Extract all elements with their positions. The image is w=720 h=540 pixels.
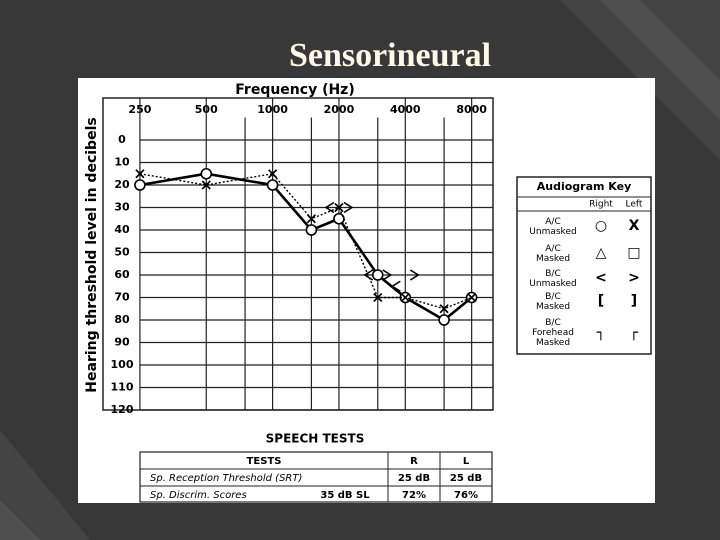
key-symbol: <	[595, 270, 607, 286]
y-tick-label: 30	[114, 201, 130, 214]
key-row-label-line: Masked	[536, 254, 570, 264]
key-row-label-line: Forehead	[532, 328, 574, 338]
key-frame	[516, 176, 652, 355]
key-title: Audiogram Key	[537, 180, 632, 193]
speech-left: 25 dB	[450, 473, 482, 484]
key-row-label: B/C Masked	[536, 292, 570, 312]
y-tick-label: 0	[118, 133, 126, 146]
key-symbol: ]	[631, 293, 637, 309]
speech-right: 25 dB	[398, 473, 430, 484]
y-tick-label: 60	[114, 268, 130, 281]
key-symbol: ┌	[630, 325, 639, 341]
key-symbol: >	[628, 270, 640, 286]
key-row-label-line: B/C	[545, 318, 561, 328]
marker-gt	[382, 269, 393, 281]
key-row-label-line: A/C	[545, 244, 560, 254]
marker-x	[334, 202, 344, 213]
key-row-label-line: B/C	[545, 292, 561, 302]
key-symbol: X	[629, 218, 640, 234]
key-row-label-line: Masked	[536, 338, 570, 348]
y-tick-label: 20	[114, 178, 130, 191]
key-column-header: Left	[626, 200, 643, 210]
speech-frame	[139, 451, 493, 503]
key-symbol: ┐	[597, 325, 605, 341]
marker-x	[306, 214, 316, 224]
key-row-label: A/C Masked	[536, 244, 570, 264]
key-symbol: □	[627, 245, 640, 261]
key-row-label: B/C Forehead Masked	[532, 318, 574, 348]
speech-title: SPEECH TESTS	[266, 432, 365, 446]
audiogram: Frequency (Hz) Hearing threshold level i…	[84, 82, 494, 416]
marker-x	[439, 304, 449, 314]
marker-lt	[390, 280, 401, 292]
key-row-label-line: B/C	[545, 269, 561, 279]
y-tick-label: 100	[111, 358, 134, 371]
key-symbol: [	[598, 293, 604, 309]
marker-lt	[363, 269, 374, 281]
marker-gt	[343, 201, 354, 214]
key-row-label-line: Masked	[536, 302, 570, 312]
key-symbol: △	[596, 245, 607, 261]
speech-tests: SPEECH TESTS TESTS R L Sp. Reception Thresh…	[139, 432, 493, 503]
key-symbol: ○	[595, 218, 607, 234]
marker-circle	[134, 179, 146, 191]
marker-circle	[371, 269, 384, 281]
marker-x	[467, 292, 477, 303]
marker-circle	[438, 314, 450, 326]
key-row-label-line: A/C	[545, 217, 560, 227]
key-row-label-line: Unmasked	[529, 279, 576, 289]
marker-lt	[324, 201, 335, 214]
speech-test-name: Sp. Reception Threshold (SRT)	[150, 473, 302, 484]
speech-right: 72%	[402, 490, 426, 501]
marker-x	[268, 169, 278, 179]
marker-x	[135, 169, 145, 179]
marker-x	[373, 292, 383, 303]
marker-circle	[305, 224, 318, 236]
key-row-label-line: Unmasked	[529, 227, 576, 237]
marker-gt	[409, 269, 420, 281]
y-axis-title: Hearing threshold level in decibels	[84, 117, 100, 392]
slide-title: Sensorineural	[289, 37, 491, 74]
y-tick-label: 90	[114, 336, 130, 349]
y-tick-label: 70	[114, 291, 130, 304]
speech-header: L	[463, 456, 470, 467]
marker-x	[400, 292, 410, 303]
series-line	[139, 172, 472, 310]
speech-header: TESTS	[247, 456, 282, 467]
x-axis-title: Frequency (Hz)	[235, 82, 354, 98]
marker-x	[201, 180, 211, 190]
key-row-label: A/C Unmasked	[529, 217, 576, 237]
speech-header: R	[410, 456, 418, 467]
speech-test-name: Sp. Discrim. Scores	[150, 490, 247, 501]
key-row-label: B/C Unmasked	[529, 269, 576, 289]
y-tick-label: 40	[114, 223, 130, 236]
y-tick-label: 50	[114, 246, 130, 259]
marker-circle	[266, 179, 279, 191]
speech-level: 35 dB SL	[320, 490, 370, 501]
key-column-header: Right	[589, 200, 613, 210]
speech-left: 76%	[454, 490, 478, 501]
y-tick-label: 120	[111, 403, 134, 416]
y-tick-label: 10	[114, 156, 130, 169]
marker-circle	[200, 167, 213, 180]
y-tick-label: 80	[114, 313, 130, 326]
y-tick-label: 110	[111, 381, 134, 394]
